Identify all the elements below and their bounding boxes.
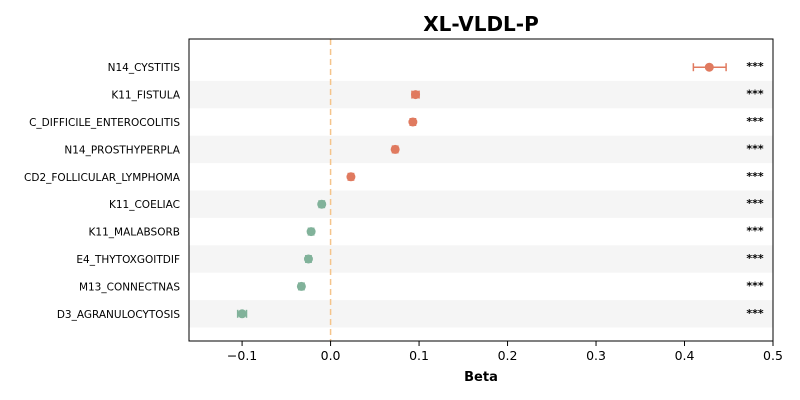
plot-frame <box>188 38 774 342</box>
significance-label: *** <box>746 142 764 155</box>
x-tick-label: 0.4 <box>675 348 695 363</box>
category-labels: N14_CYSTITIS K11_FISTULA C_DIFFICILE_ENTER… <box>24 62 181 321</box>
significance-label: *** <box>746 88 764 101</box>
row-band <box>189 190 773 218</box>
significance-label: *** <box>746 115 764 128</box>
data-marks <box>236 62 727 319</box>
category-label: N14_PROSTHYPERPLA <box>64 144 180 156</box>
x-tick-label: 0.5 <box>763 348 783 363</box>
x-tick-label: 0.3 <box>586 348 606 363</box>
category-label: K11_COELIAC <box>109 199 180 211</box>
category-label: K11_FISTULA <box>111 90 180 102</box>
x-tick-label: 0.1 <box>409 348 429 363</box>
significance-label: *** <box>746 307 764 320</box>
category-label: E4_THYTOXGOITDIF <box>76 254 180 266</box>
beta-point <box>704 62 714 72</box>
beta-point <box>411 90 421 100</box>
x-tick-label: −0.1 <box>227 348 257 363</box>
significance-labels: *** *** *** *** *** *** *** *** *** *** <box>746 60 764 320</box>
beta-point <box>317 199 327 209</box>
category-label: N14_CYSTITIS <box>108 62 181 74</box>
category-label: CD2_FOLLICULAR_LYMPHOMA <box>24 172 181 184</box>
category-label: K11_MALABSORB <box>89 227 180 239</box>
row-band <box>189 135 773 164</box>
category-label: M13_CONNECTNAS <box>79 281 180 293</box>
significance-label: *** <box>746 170 764 183</box>
beta-point <box>306 227 316 237</box>
significance-label: *** <box>746 252 764 265</box>
x-axis-label: Beta <box>464 370 498 385</box>
beta-point <box>296 281 306 291</box>
beta-point <box>237 309 247 319</box>
significance-label: *** <box>746 60 764 73</box>
x-tick-label: 0.0 <box>321 348 341 363</box>
row-bands <box>189 80 773 328</box>
row-band <box>189 300 773 328</box>
beta-point <box>390 144 400 154</box>
significance-label: *** <box>746 197 764 210</box>
category-label: C_DIFFICILE_ENTEROCOLITIS <box>29 117 180 129</box>
category-label: D3_AGRANULOCYTOSIS <box>57 309 180 321</box>
beta-point <box>346 172 356 182</box>
significance-label: *** <box>746 279 764 292</box>
beta-point <box>303 254 313 264</box>
row-band <box>189 80 773 109</box>
beta-point <box>408 117 418 127</box>
row-band <box>189 245 773 273</box>
x-tick-label: 0.2 <box>498 348 518 363</box>
significance-label: *** <box>746 225 764 238</box>
x-axis: −0.1 0.0 0.1 0.2 0.3 0.4 0.5 <box>227 341 783 363</box>
chart-title: XL-VLDL-P <box>423 12 539 36</box>
